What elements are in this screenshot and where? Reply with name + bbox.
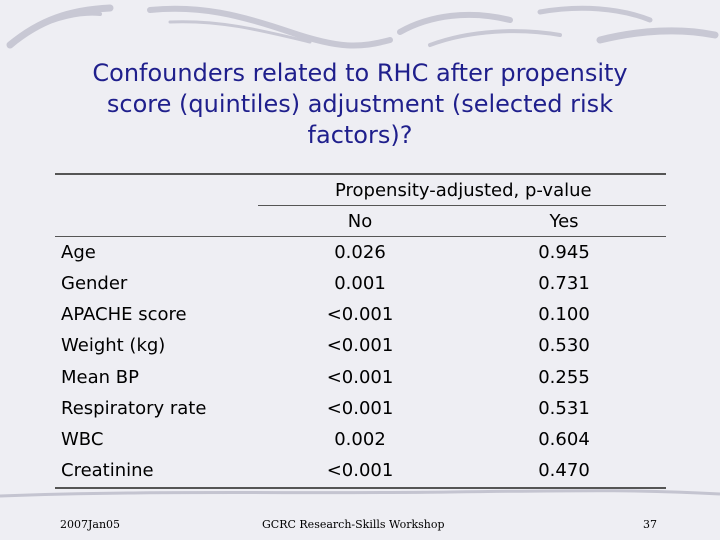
row-value-yes: 0.945 (538, 242, 590, 263)
decorative-footer-stroke (0, 489, 720, 498)
row-label: Age (61, 242, 96, 263)
footer-date: 2007Jan05 (60, 518, 121, 531)
row-value-no: 0.026 (334, 242, 386, 263)
row-value-yes: 0.731 (538, 273, 590, 294)
decorative-brush-strokes (6, 4, 719, 49)
table-top-rule (55, 173, 666, 175)
row-value-no: <0.001 (326, 460, 394, 481)
row-label: Creatinine (61, 460, 154, 481)
row-label: Weight (kg) (61, 335, 166, 356)
row-label: APACHE score (61, 304, 187, 325)
column-header-yes: Yes (549, 211, 579, 232)
group-header-rule (258, 205, 666, 206)
row-label: Gender (61, 273, 128, 294)
row-value-no: 0.001 (334, 273, 386, 294)
table-bottom-rule (55, 487, 666, 489)
row-value-yes: 0.100 (538, 304, 590, 325)
column-header-no: No (347, 211, 373, 232)
row-value-yes: 0.531 (538, 398, 590, 419)
row-value-yes: 0.255 (538, 367, 590, 388)
row-label: WBC (61, 429, 104, 450)
title-line-3: factors)? (307, 121, 413, 149)
title-line-1: Confounders related to RHC after propens… (92, 59, 628, 87)
row-value-yes: 0.470 (538, 460, 590, 481)
row-value-no: 0.002 (334, 429, 386, 450)
column-header-rule (55, 236, 666, 237)
row-label: Mean BP (61, 367, 139, 388)
slide-title: Confounders related to RHC after propens… (60, 58, 660, 151)
row-value-no: <0.001 (326, 398, 394, 419)
group-header: Propensity-adjusted, p-value (335, 180, 592, 201)
page-number: 37 (643, 518, 657, 531)
footer-workshop: GCRC Research-Skills Workshop (262, 518, 445, 531)
row-value-no: <0.001 (326, 335, 394, 356)
row-value-yes: 0.530 (538, 335, 590, 356)
row-value-no: <0.001 (326, 304, 394, 325)
title-line-2: score (quintiles) adjustment (selected r… (106, 90, 614, 118)
row-value-yes: 0.604 (538, 429, 590, 450)
row-label: Respiratory rate (61, 398, 207, 419)
row-value-no: <0.001 (326, 367, 394, 388)
